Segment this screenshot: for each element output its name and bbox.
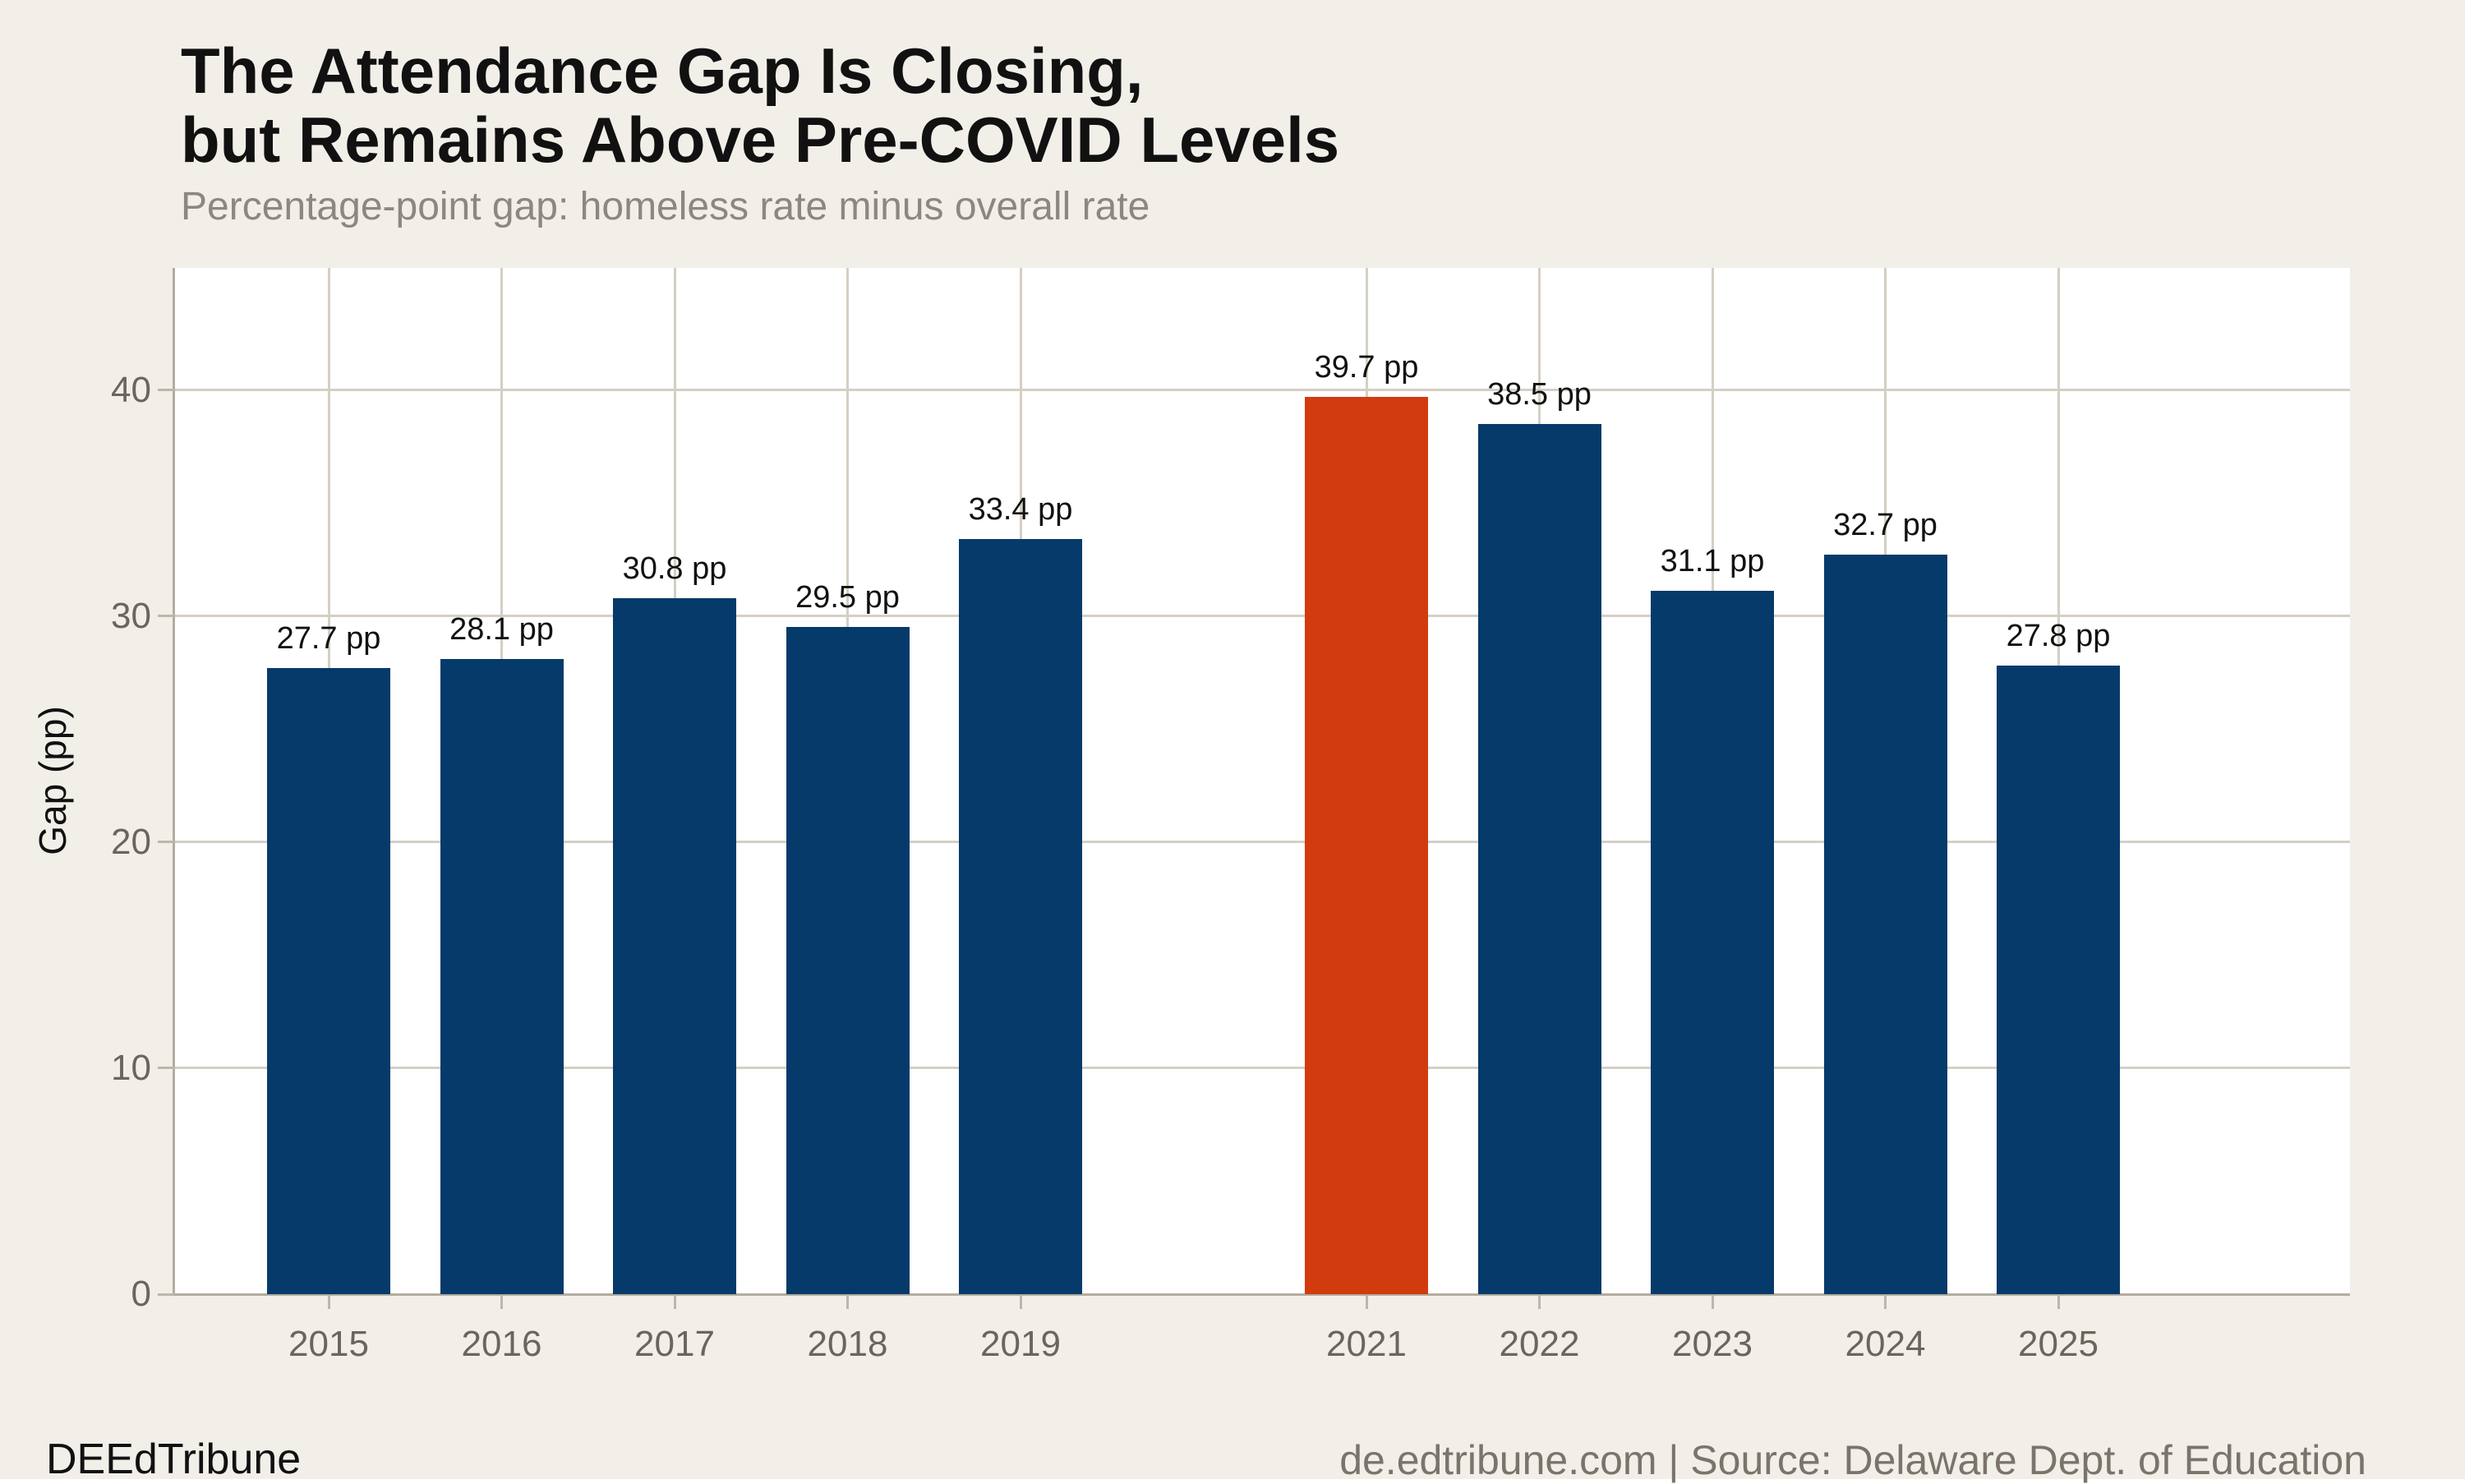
bar-2017 [613, 597, 736, 1294]
bar-2016 [440, 658, 564, 1294]
gridline-horizontal-40 [174, 389, 2350, 392]
y-tick-20 [158, 841, 174, 844]
x-tick-2017 [673, 1296, 676, 1309]
x-tick-label-2023: 2023 [1672, 1324, 1753, 1364]
chart-title: The Attendance Gap Is Closing, but Remai… [181, 35, 1340, 177]
x-tick-2022 [1538, 1296, 1541, 1309]
x-tick-label-2017: 2017 [634, 1324, 715, 1364]
bar-2021 [1305, 396, 1428, 1294]
value-label-2019: 33.4 pp [968, 492, 1073, 528]
y-tick-label-30: 30 [111, 595, 151, 636]
y-axis-line [173, 268, 175, 1294]
x-tick-2019 [1019, 1296, 1022, 1309]
y-tick-0 [158, 1293, 174, 1296]
y-tick-label-0: 0 [131, 1274, 151, 1314]
y-tick-10 [158, 1067, 174, 1070]
bar-2015 [267, 667, 390, 1294]
x-tick-2018 [846, 1296, 849, 1309]
y-tick-40 [158, 389, 174, 392]
x-tick-label-2016: 2016 [461, 1324, 542, 1364]
bar-2023 [1651, 591, 1774, 1294]
bar-2024 [1823, 555, 1947, 1294]
value-label-2018: 29.5 pp [795, 580, 900, 615]
value-label-2017: 30.8 pp [622, 551, 727, 586]
chart-title-line2: but Remains Above Pre-COVID Levels [181, 104, 1340, 177]
value-label-2015: 27.7 pp [276, 620, 381, 656]
y-tick-label-40: 40 [111, 369, 151, 410]
y-tick-label-10: 10 [111, 1047, 151, 1088]
bar-2018 [786, 627, 910, 1294]
bar-2025 [1997, 666, 2120, 1294]
x-tick-2015 [327, 1296, 330, 1309]
footer-source: de.edtribune.com | Source: Delaware Dept… [1339, 1437, 2366, 1483]
x-tick-2016 [500, 1296, 503, 1309]
x-tick-label-2022: 2022 [1499, 1324, 1580, 1364]
footer-brand: DEEdTribune [46, 1436, 302, 1483]
x-tick-label-2025: 2025 [2018, 1324, 2099, 1364]
value-label-2021: 39.7 pp [1314, 349, 1419, 385]
x-tick-label-2019: 2019 [980, 1324, 1061, 1364]
gridline-horizontal-30 [174, 615, 2350, 618]
chart-subtitle: Percentage-point gap: homeless rate minu… [181, 185, 1150, 228]
x-tick-label-2018: 2018 [807, 1324, 888, 1364]
y-tick-label-20: 20 [111, 821, 151, 862]
value-label-2024: 32.7 pp [1833, 508, 1937, 543]
value-label-2025: 27.8 pp [2006, 619, 2111, 654]
x-tick-2023 [1711, 1296, 1714, 1309]
x-tick-2021 [1365, 1296, 1368, 1309]
value-label-2022: 38.5 pp [1487, 376, 1592, 412]
value-label-2023: 31.1 pp [1660, 544, 1765, 579]
gridline-horizontal-20 [174, 841, 2350, 844]
bar-2019 [959, 539, 1082, 1294]
gridline-horizontal-10 [174, 1067, 2350, 1070]
bar-2022 [1477, 423, 1601, 1294]
x-tick-2024 [1884, 1296, 1887, 1309]
x-axis-line [174, 1293, 2350, 1296]
x-tick-label-2024: 2024 [1845, 1324, 1926, 1364]
x-tick-2025 [2057, 1296, 2060, 1309]
chart-title-line1: The Attendance Gap Is Closing, [181, 35, 1144, 107]
value-label-2016: 28.1 pp [449, 611, 554, 647]
x-tick-label-2021: 2021 [1326, 1324, 1407, 1364]
y-tick-30 [158, 615, 174, 618]
x-tick-label-2015: 2015 [288, 1324, 369, 1364]
